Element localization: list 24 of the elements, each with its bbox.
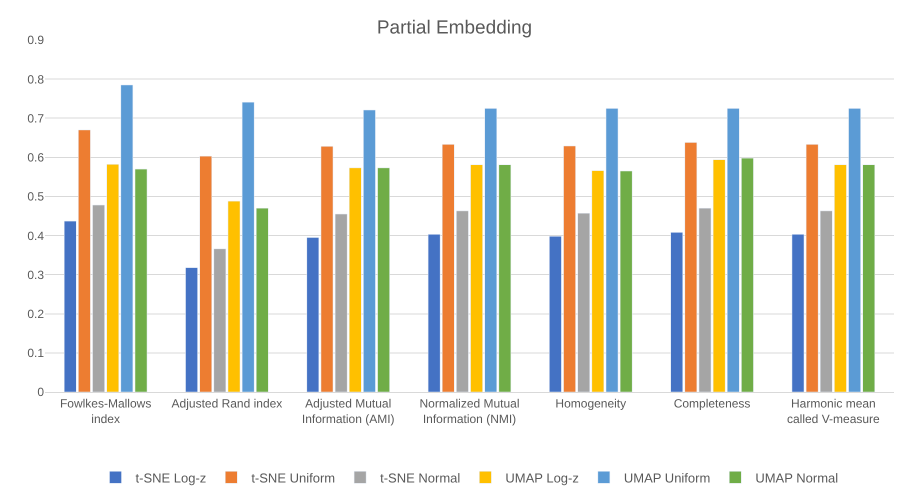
x-tick-label: Homogeneity	[555, 396, 626, 410]
y-tick-label: 0.5	[27, 190, 44, 204]
legend-label: t-SNE Normal	[380, 470, 460, 486]
y-tick-label: 0.3	[27, 268, 44, 282]
x-tick-label: Normalized Mutual Information (NMI)	[419, 396, 520, 426]
x-tick-label: Adjusted Mutual Information (AMI)	[302, 396, 395, 426]
y-tick-label: 0.2	[27, 306, 44, 321]
x-tick-label: Adjusted Rand index	[172, 396, 282, 410]
x-tick-label: Completeness	[674, 396, 750, 410]
y-tick-label: 0.4	[27, 228, 44, 243]
y-tick-label: 0.8	[27, 72, 44, 86]
legend-label: UMAP Log-z	[505, 470, 579, 486]
legend-label: UMAP Uniform	[624, 470, 710, 486]
y-tick-label: 0	[37, 385, 44, 400]
x-tick-label: Harmonic mean called V-measure	[787, 396, 880, 426]
y-tick-label: 0.9	[27, 33, 44, 48]
y-tick-label: 0.1	[27, 346, 44, 360]
legend-label: UMAP Normal	[755, 470, 838, 486]
y-tick-label: 0.6	[27, 150, 44, 165]
legend-label: t-SNE Log-z	[136, 470, 206, 486]
y-tick-label: 0.7	[27, 111, 44, 126]
x-tick-label: Fowlkes-Mallows index	[60, 396, 152, 426]
legend-label: t-SNE Uniform	[251, 470, 336, 486]
chart-title: Partial Embedding	[376, 17, 532, 38]
